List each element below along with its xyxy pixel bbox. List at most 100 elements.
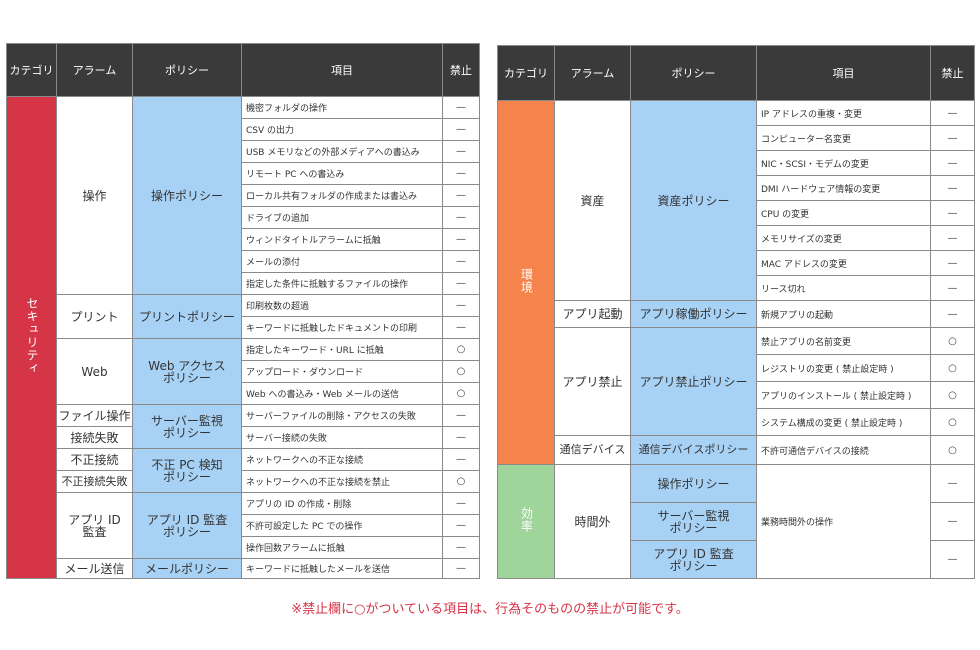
header-row: カテゴリ アラーム ポリシー 項目 禁止 [6,43,480,97]
item-cell: DMI ハードウェア情報の変更 [756,175,931,201]
ban-cell: — [442,536,480,559]
ban-cell: ○ [930,381,975,409]
ban-cell: — [442,250,480,273]
item-cell: リモート PC への書込み [241,162,443,185]
item-cell: USB メモリなどの外部メディアへの書込み [241,140,443,163]
item-cell: アプリのインストール ( 禁止設定時 ) [756,381,931,409]
policy-device: 通信デバイスポリシー [630,435,757,465]
ban-cell: — [442,426,480,449]
policy-mail: メールポリシー [132,558,242,579]
ban-cell: ○ [930,327,975,355]
ban-cell: — [442,492,480,515]
category-environment: 環境 [497,100,555,465]
ban-cell: — [442,272,480,295]
table-row: セキュリティ 操作 操作ポリシー 機密フォルダの操作 — [6,96,480,579]
alarm-appid: アプリ ID 監査 [56,492,133,559]
ban-cell: — [442,228,480,251]
alarm-conn-fail: 接続失敗 [56,426,133,449]
policy-print: プリントポリシー [132,294,242,339]
table-row: 通信デバイス 通信デバイスポリシー 不許可通信デバイスの接続 ○ [498,435,975,465]
security-table: カテゴリ アラーム ポリシー 項目 禁止 セキュリティ 操作 操作ポリシー 機密… [6,43,480,579]
table-row: Web Web アクセスポリシー 指定したキーワード・URL に抵触 ○ [7,338,480,405]
item-cell: ドライブの追加 [241,206,443,229]
item-cell: リース切れ [756,275,931,301]
ban-cell: ○ [442,360,480,383]
footnote: ※禁止欄に○がついている項目は、行為そのものの禁止が可能です。 [291,602,689,617]
category-security: セキュリティ [6,96,57,579]
ban-cell: ○ [442,382,480,405]
table-row: ファイル操作 サーバー監視ポリシー サーバーファイルの削除・アクセスの失敗 — [7,404,480,449]
item-cell: ネットワークへの不正な接続 [241,448,443,471]
ban-cell: — [442,558,480,579]
item-cell: 指定したキーワード・URL に抵触 [241,338,443,361]
table-row: リモート PC への書込み — [7,162,480,185]
alarm-app-start: アプリ起動 [554,300,631,328]
alarm-file-op: ファイル操作 [56,404,133,427]
table-row: アプリ禁止 アプリ禁止ポリシー 禁止アプリの名前変更 ○ [498,327,975,436]
table-row: メール送信 メールポリシー キーワードに抵触したメールを送信 — [7,558,480,579]
policy-asset: 資産ポリシー [630,100,757,301]
header-alarm: アラーム [56,43,133,97]
alarm-illegal-conn: 不正接続 [56,448,133,471]
table-row: メモリサイズの変更 — [498,225,975,251]
item-cell: ウィンドタイトルアラームに抵触 [241,228,443,251]
table-row: キーワードに抵触したドキュメントの印刷 — [7,316,480,339]
table-row: DMI ハードウェア情報の変更 — [498,175,975,201]
table-row: Web への書込み・Web メールの送信 ○ [7,382,480,405]
policy-server: サーバー監視ポリシー [132,404,242,449]
policy-server: サーバー監視ポリシー [630,502,757,541]
item-cell: キーワードに抵触したドキュメントの印刷 [241,316,443,339]
table-row: ドライブの追加 — [7,206,480,229]
item-cell: 禁止アプリの名前変更 [756,327,931,355]
item-cell: メモリサイズの変更 [756,225,931,251]
ban-cell: — [442,184,480,207]
alarm-app-ban: アプリ禁止 [554,327,631,436]
table-row: 不正接続 不正 PC 検知ポリシー ネットワークへの不正な接続 — [7,448,480,493]
item-cell: アプリの ID の作成・削除 [241,492,443,515]
item-cell: キーワードに抵触したメールを送信 [241,558,443,579]
ban-cell: — [442,118,480,141]
ban-cell: — [442,404,480,427]
table-row: 効率 時間外 操作ポリシー 業務時間外の操作 — [497,464,975,579]
table-row: 不正接続失敗 ネットワークへの不正な接続を禁止 ○ [7,470,480,493]
header-ban: 禁止 [442,43,480,97]
ban-cell: — [442,162,480,185]
alarm-mail: メール送信 [56,558,133,579]
item-cell: 機密フォルダの操作 [241,96,443,119]
ban-cell: — [930,225,975,251]
table-row: アプリのインストール ( 禁止設定時 ) ○ [498,381,975,409]
table-row: NIC・SCSI・モデムの変更 — [498,150,975,176]
table-row: アップロード・ダウンロード ○ [7,360,480,383]
header-category: カテゴリ [6,43,57,97]
header-row: カテゴリ アラーム ポリシー 項目 禁止 [497,45,975,101]
item-cell: Web への書込み・Web メールの送信 [241,382,443,405]
header-item: 項目 [756,45,931,101]
table-row: 環境 資産 資産ポリシー IP アドレスの重複・変更 — [497,100,975,465]
header-alarm: アラーム [554,45,631,101]
ban-cell: — [442,206,480,229]
table-row: アプリ ID 監査ポリシー — [498,540,975,579]
ban-cell: — [442,96,480,119]
item-cell: 操作回数アラームに抵触 [241,536,443,559]
ban-cell: — [930,150,975,176]
item-cell: CSV の出力 [241,118,443,141]
policy-app-run: アプリ稼働ポリシー [630,300,757,328]
item-cell: 不許可設定した PC での操作 [241,514,443,537]
header-item: 項目 [241,43,443,97]
ban-cell: — [930,464,975,503]
alarm-offhours: 時間外 [554,464,631,579]
table-row: アプリ起動 アプリ稼働ポリシー 新規アプリの起動 — [498,300,975,328]
ban-cell: — [930,175,975,201]
table-row: 不許可設定した PC での操作 — [7,514,480,537]
table-row: サーバー監視ポリシー — [498,502,975,541]
item-cell: MAC アドレスの変更 [756,250,931,276]
table-row: 接続失敗 サーバー接続の失敗 — [7,426,480,449]
item-cell: メールの添付 [241,250,443,273]
item-cell: 印刷枚数の超過 [241,294,443,317]
category-efficiency: 効率 [497,464,555,579]
item-cell: レジストリの変更 ( 禁止設定時 ) [756,354,931,382]
table-row: メールの添付 — [7,250,480,273]
alarm-operation: 操作 [56,96,133,295]
item-cell: アップロード・ダウンロード [241,360,443,383]
item-cell: 不許可通信デバイスの接続 [756,435,931,465]
